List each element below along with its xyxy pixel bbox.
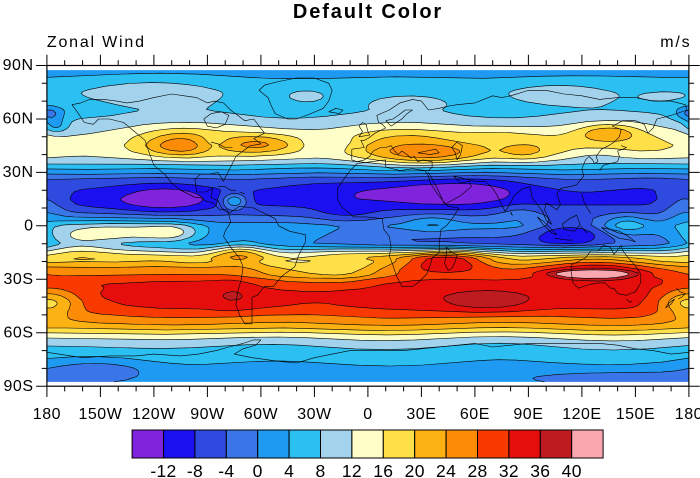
svg-text:90E: 90E [513, 406, 543, 423]
svg-text:90W: 90W [190, 406, 225, 423]
svg-text:90S: 90S [4, 378, 34, 395]
svg-text:Zonal Wind: Zonal Wind [47, 34, 146, 51]
svg-text:28: 28 [467, 461, 487, 478]
svg-text:12: 12 [342, 461, 362, 478]
svg-text:60W: 60W [244, 406, 279, 423]
svg-text:30S: 30S [4, 271, 34, 288]
svg-text:180: 180 [675, 406, 700, 423]
svg-text:32: 32 [499, 461, 519, 478]
svg-text:30W: 30W [297, 406, 332, 423]
svg-text:180: 180 [33, 406, 61, 423]
svg-text:90N: 90N [3, 57, 34, 74]
svg-text:4: 4 [284, 461, 294, 478]
svg-text:60E: 60E [460, 406, 490, 423]
svg-text:36: 36 [530, 461, 550, 478]
svg-text:30N: 30N [3, 164, 34, 181]
svg-text:120W: 120W [132, 406, 176, 423]
svg-text:0: 0 [253, 461, 263, 478]
svg-text:60S: 60S [4, 324, 34, 341]
svg-text:0: 0 [363, 406, 372, 423]
svg-text:-4: -4 [218, 461, 234, 478]
svg-text:-12: -12 [150, 461, 176, 478]
svg-text:m/s: m/s [660, 34, 691, 51]
svg-text:150W: 150W [79, 406, 123, 423]
svg-text:30E: 30E [406, 406, 436, 423]
svg-text:120E: 120E [562, 406, 601, 423]
svg-text:150E: 150E [616, 406, 655, 423]
svg-text:0: 0 [24, 217, 33, 234]
svg-text:40: 40 [562, 461, 582, 478]
svg-text:Default Color: Default Color [293, 1, 443, 23]
svg-text:20: 20 [405, 461, 425, 478]
svg-text:16: 16 [373, 461, 393, 478]
svg-text:-8: -8 [187, 461, 203, 478]
svg-text:60N: 60N [3, 111, 34, 128]
svg-text:8: 8 [315, 461, 325, 478]
svg-text:24: 24 [436, 461, 456, 478]
